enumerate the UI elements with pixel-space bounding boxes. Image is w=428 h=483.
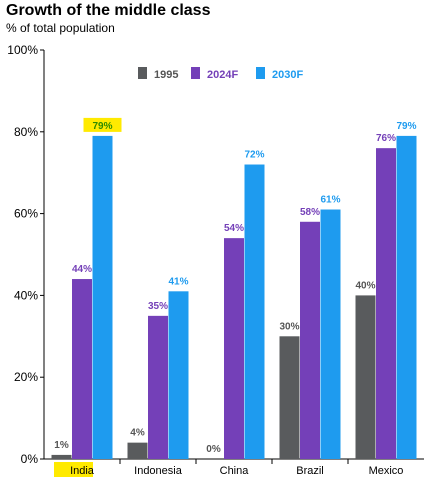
bar-2030F <box>320 209 341 459</box>
data-label: 58% <box>300 207 320 218</box>
x-tick-label: India <box>70 465 95 477</box>
y-tick-label: 0% <box>21 452 39 466</box>
data-label: 79% <box>92 121 112 132</box>
y-tick-label: 60% <box>14 207 38 221</box>
data-label: 76% <box>376 133 396 144</box>
bar-2030F <box>168 291 189 459</box>
data-label: 4% <box>130 428 145 439</box>
legend-label: 1995 <box>154 69 178 81</box>
bar-2030F <box>244 164 265 459</box>
x-tick-label: Mexico <box>369 465 404 477</box>
bar-2024F <box>72 279 92 459</box>
data-label: 30% <box>279 321 299 332</box>
category-highlight <box>54 462 93 477</box>
bar-1995 <box>355 295 376 459</box>
data-label: 61% <box>320 195 340 206</box>
x-tick-label: China <box>220 465 250 477</box>
data-label-highlight <box>83 117 122 132</box>
bar-1995 <box>279 336 300 459</box>
data-label: 1% <box>54 440 69 451</box>
y-tick-label: 40% <box>14 288 38 302</box>
data-label: 41% <box>168 276 188 287</box>
bar-1995 <box>51 454 72 459</box>
data-label: 44% <box>72 264 92 275</box>
legend-label: 2024F <box>207 69 238 81</box>
bar-2030F <box>396 135 417 459</box>
x-tick-label: Indonesia <box>134 465 183 477</box>
bar-2024F <box>376 148 396 459</box>
chart-subtitle: % of total population <box>6 21 115 35</box>
y-tick-label: 100% <box>7 43 38 57</box>
x-tick-label: Brazil <box>296 465 324 477</box>
chart-title: Growth of the middle class <box>6 2 211 19</box>
legend-swatch-1995 <box>138 67 147 79</box>
data-label: 79% <box>396 121 416 132</box>
data-label: 0% <box>206 444 221 455</box>
y-tick-label: 20% <box>14 370 38 384</box>
legend-swatch-2030F <box>256 67 265 79</box>
data-label: 54% <box>224 223 244 234</box>
y-tick-label: 80% <box>14 125 38 139</box>
bar-2030F <box>92 135 113 459</box>
bar-2024F <box>300 221 320 459</box>
legend-label: 2030F <box>272 69 303 81</box>
data-label: 72% <box>244 150 264 161</box>
data-label: 40% <box>355 280 375 291</box>
bar-1995 <box>127 442 148 459</box>
data-label: 35% <box>148 301 168 312</box>
bar-2024F <box>148 315 168 459</box>
legend-swatch-2024F <box>191 67 200 79</box>
bar-2024F <box>224 238 244 459</box>
